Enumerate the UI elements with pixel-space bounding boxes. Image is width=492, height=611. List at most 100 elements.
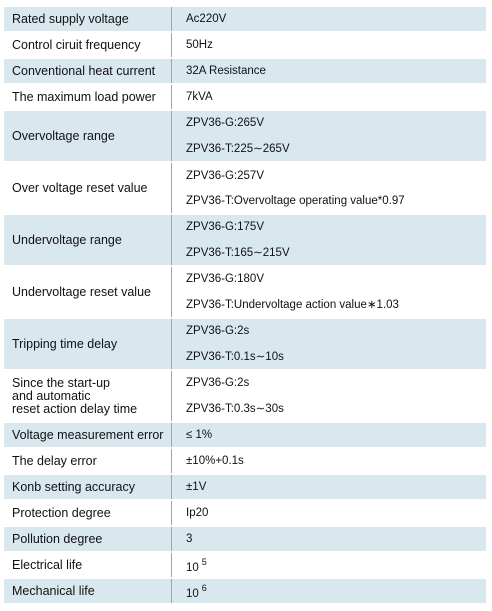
spec-value-line: 32A Resistance xyxy=(186,65,486,77)
spec-row: Conventional heat current 32A Resistance xyxy=(4,59,486,85)
spec-label: The maximum load power xyxy=(4,85,172,109)
spec-value-line: ZPV36-T:165∼215V xyxy=(186,245,486,259)
spec-row: Pollution degree 3 xyxy=(4,527,486,553)
spec-value-text: ZPV36-G:180V xyxy=(186,273,264,285)
spec-row: Voltage measurement error ≤ 1% xyxy=(4,423,486,449)
spec-value: ZPV36-G:257V ZPV36-T:Overvoltage operatin… xyxy=(172,163,486,213)
spec-value-text: ZPV36-T:165∼215V xyxy=(186,247,290,259)
spec-row: Control ciruit frequency 50Hz xyxy=(4,33,486,59)
spec-value: 7kVA xyxy=(172,85,486,109)
spec-value-line: 3 xyxy=(186,533,486,545)
spec-value: ZPV36-G:265V ZPV36-T:225∼265V xyxy=(172,111,486,161)
spec-value: 32A Resistance xyxy=(172,59,486,83)
spec-value-line: ZPV36-G:175V xyxy=(186,221,486,233)
spec-row: Overvoltage range ZPV36-G:265V ZPV36-T:225… xyxy=(4,111,486,163)
spec-label: Over voltage reset value xyxy=(4,163,172,213)
spec-value: 3 xyxy=(172,527,486,551)
spec-value-text: ZPV36-G:2s xyxy=(186,325,250,337)
spec-value-line: 10 6 xyxy=(186,583,486,600)
spec-row: Tripping time delay ZPV36-G:2s ZPV36-T:0.1… xyxy=(4,319,486,371)
spec-row: Rated supply voltage Ac220V xyxy=(4,7,486,33)
spec-label: The delay error xyxy=(4,449,172,473)
spec-value: 10 5 xyxy=(172,553,486,577)
spec-value-line: ZPV36-G:257V xyxy=(186,170,486,182)
spec-value-text: ±1V xyxy=(186,481,207,493)
spec-label: Control ciruit frequency xyxy=(4,33,172,57)
spec-row: Since the start-up and automatic reset a… xyxy=(4,371,486,423)
spec-label: Tripping time delay xyxy=(4,319,172,369)
spec-value-line: Ip20 xyxy=(186,507,486,519)
spec-value-text: Ac220V xyxy=(186,13,227,25)
spec-label: Undervoltage range xyxy=(4,215,172,265)
spec-label: Rated supply voltage xyxy=(4,7,172,31)
spec-value-line: ZPV36-G:2s xyxy=(186,377,486,389)
spec-value-text: 32A Resistance xyxy=(186,65,266,77)
spec-value-line: 10 5 xyxy=(186,557,486,574)
spec-row: Undervoltage reset value ZPV36-G:180V ZPV3… xyxy=(4,267,486,319)
spec-value: Ac220V xyxy=(172,7,486,31)
spec-row: Protection degree Ip20 xyxy=(4,501,486,527)
spec-value-line: 50Hz xyxy=(186,39,486,51)
spec-value-line: ≤ 1% xyxy=(186,429,486,441)
spec-value: ±10%+0.1s xyxy=(172,449,486,473)
spec-value-line: ZPV36-T:0.1s∼10s xyxy=(186,349,486,363)
spec-row: The delay error ±10%+0.1s xyxy=(4,449,486,475)
spec-table: Rated supply voltage Ac220V Control ciruit… xyxy=(4,7,486,605)
spec-label: Overvoltage range xyxy=(4,111,172,161)
spec-value-line: ZPV36-G:2s xyxy=(186,325,486,337)
spec-value-line: ZPV36-T:Overvoltage operating value*0.97 xyxy=(186,195,486,207)
spec-label: Since the start-up and automatic reset a… xyxy=(4,371,172,421)
spec-value-text: 50Hz xyxy=(186,39,213,51)
spec-value: ±1V xyxy=(172,475,486,499)
spec-label: Electrical life xyxy=(4,553,172,577)
spec-value-text: Ip20 xyxy=(186,507,209,519)
spec-row: Over voltage reset value ZPV36-G:257V ZPV3… xyxy=(4,163,486,215)
exponent: 6 xyxy=(201,582,207,593)
spec-row: Undervoltage range ZPV36-G:175V ZPV36-T:16… xyxy=(4,215,486,267)
spec-value-text: ZPV36-T:Undervoltage action value∗1.03 xyxy=(186,299,399,311)
spec-value-line: ±10%+0.1s xyxy=(186,455,486,467)
spec-value-text: ZPV36-G:257V xyxy=(186,169,264,182)
spec-value-line: ZPV36-G:180V xyxy=(186,273,486,285)
spec-value-text: ZPV36-T:Overvoltage operating value*0.97 xyxy=(186,194,405,207)
spec-value: ZPV36-G:2s ZPV36-T:0.3s∼30s xyxy=(172,371,486,421)
spec-value-text: ZPV36-G:265V xyxy=(186,117,264,129)
spec-value-text: ±10%+0.1s xyxy=(186,455,244,467)
spec-value-line: ±1V xyxy=(186,481,486,493)
spec-value-text: ZPV36-T:0.3s∼30s xyxy=(186,403,284,415)
spec-label: Conventional heat current xyxy=(4,59,172,83)
spec-value-text: ZPV36-G:2s xyxy=(186,377,250,389)
spec-value-text: ZPV36-T:0.1s∼10s xyxy=(186,351,284,363)
spec-label: Voltage measurement error xyxy=(4,423,172,447)
spec-value-text: ≤ 1% xyxy=(186,429,213,441)
spec-value: ≤ 1% xyxy=(172,423,486,447)
spec-value: Ip20 xyxy=(172,501,486,525)
spec-value: ZPV36-G:180V ZPV36-T:Undervoltage action … xyxy=(172,267,486,317)
spec-value-text: ZPV36-G:175V xyxy=(186,221,264,233)
spec-label: Konb setting accuracy xyxy=(4,475,172,499)
spec-value-text: 3 xyxy=(186,533,193,545)
spec-value-line: 7kVA xyxy=(186,91,486,103)
spec-value-text: 10 xyxy=(186,587,199,600)
spec-label: Pollution degree xyxy=(4,527,172,551)
spec-value-line: ZPV36-T:0.3s∼30s xyxy=(186,401,486,415)
spec-row: Electrical life 10 5 xyxy=(4,553,486,579)
spec-value-text: ZPV36-T:225∼265V xyxy=(186,143,290,155)
spec-value-text: 10 xyxy=(186,561,199,574)
spec-row: Mechanical life 10 6 xyxy=(4,579,486,605)
exponent: 5 xyxy=(201,556,207,567)
spec-value-line: Ac220V xyxy=(186,13,486,25)
spec-value: ZPV36-G:175V ZPV36-T:165∼215V xyxy=(172,215,486,265)
spec-value: ZPV36-G:2s ZPV36-T:0.1s∼10s xyxy=(172,319,486,369)
spec-value-text: 7kVA xyxy=(186,91,213,103)
spec-value-line: ZPV36-T:225∼265V xyxy=(186,141,486,155)
spec-row: The maximum load power 7kVA xyxy=(4,85,486,111)
spec-label: Protection degree xyxy=(4,501,172,525)
spec-label: Undervoltage reset value xyxy=(4,267,172,317)
spec-value-line: ZPV36-G:265V xyxy=(186,117,486,129)
spec-value-line: ZPV36-T:Undervoltage action value∗1.03 xyxy=(186,297,486,311)
spec-label: Mechanical life xyxy=(4,579,172,603)
spec-value: 50Hz xyxy=(172,33,486,57)
spec-value: 10 6 xyxy=(172,579,486,603)
spec-row: Konb setting accuracy ±1V xyxy=(4,475,486,501)
